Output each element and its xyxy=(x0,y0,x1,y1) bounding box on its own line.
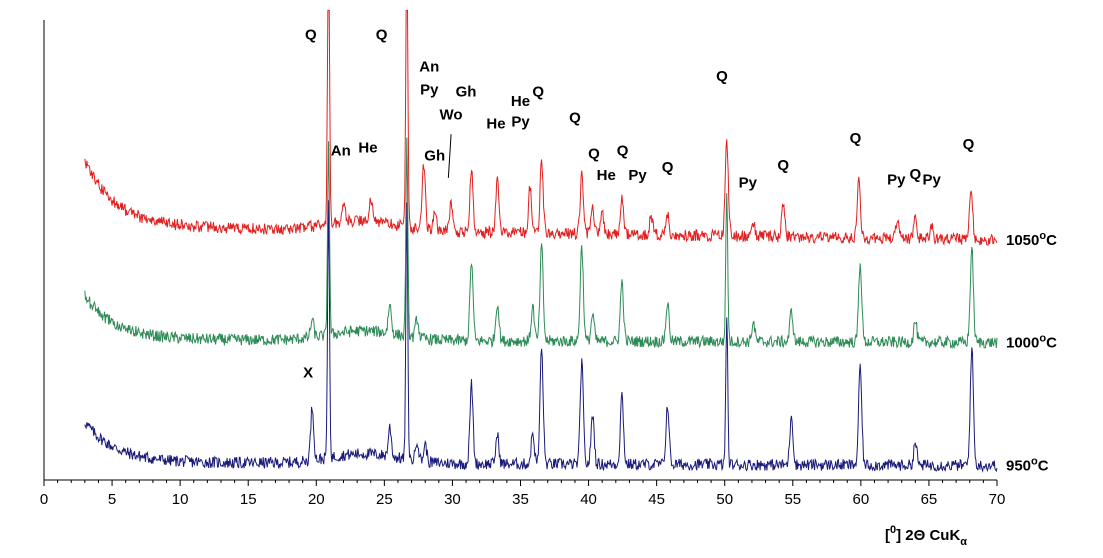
peak-label-q: Q xyxy=(716,68,728,85)
peak-label-q: Q xyxy=(569,110,581,127)
x-tick-label: 65 xyxy=(921,491,938,508)
x-axis-label: [0] 2Θ CuKα xyxy=(885,524,967,548)
peak-label-q: Q xyxy=(532,84,544,101)
x-tick-label: 60 xyxy=(853,491,870,508)
series-line-1000 xyxy=(84,137,998,350)
peak-label-q: Q xyxy=(963,136,975,153)
peak-label-py: Py xyxy=(887,172,906,189)
peak-label-an: An xyxy=(331,143,351,160)
x-tick-label: 10 xyxy=(172,491,189,508)
peak-label-gh: Gh xyxy=(456,84,477,101)
tick-layer: 0 5 10 15 20 25 30 35 40 45 50 55 60 65 70 xyxy=(40,480,1006,508)
series-label-layer: 950oC 1000oC 1050oC xyxy=(1006,230,1057,475)
peak-label-he: He xyxy=(486,115,505,132)
series-label-1000: 1000oC xyxy=(1006,332,1057,351)
series-line-1050 xyxy=(84,9,998,246)
peak-label-an: An xyxy=(419,58,439,75)
x-tick-label: 15 xyxy=(240,491,257,508)
peak-label-q: Q xyxy=(617,143,629,160)
peak-label-x: X xyxy=(303,364,313,381)
peak-label-he: He xyxy=(597,167,616,184)
peak-label-q: Q xyxy=(305,26,317,43)
x-tick-label: 30 xyxy=(444,491,461,508)
peak-label-he: He xyxy=(358,140,377,157)
x-tick-label: 50 xyxy=(716,491,733,508)
peak-label-gh: Gh xyxy=(424,147,445,164)
x-tick-label: 35 xyxy=(512,491,529,508)
peak-label-py: Py xyxy=(739,175,758,192)
series-label-950: 950oC xyxy=(1006,455,1049,474)
peak-label-q: Q xyxy=(662,159,674,176)
x-tick-label: 0 xyxy=(40,491,48,508)
x-tick-label: 45 xyxy=(648,491,665,508)
peak-label-q: Q xyxy=(588,145,600,162)
peak-label-py: Py xyxy=(420,82,439,99)
peak-label-py: Py xyxy=(922,172,941,189)
peak-label-q: Q xyxy=(850,130,862,147)
peak-label-wo: Wo xyxy=(440,107,463,124)
series-line-950 xyxy=(84,200,998,473)
x-tick-label: 25 xyxy=(376,491,393,508)
peak-label-q: Q xyxy=(909,166,921,183)
peak-label-q: Q xyxy=(777,157,789,174)
axis-layer xyxy=(43,20,997,481)
series-label-1050: 1050oC xyxy=(1006,230,1057,249)
peak-label-q: Q xyxy=(376,26,388,43)
series-layer xyxy=(84,9,998,473)
wo-leader-line xyxy=(447,134,452,178)
x-tick-label: 5 xyxy=(108,491,116,508)
peak-label-he: He xyxy=(511,93,530,110)
peak-label-py: Py xyxy=(511,114,530,131)
x-tick-label: 20 xyxy=(308,491,325,508)
peak-label-py: Py xyxy=(628,167,647,184)
x-tick-label: 40 xyxy=(580,491,597,508)
x-tick-label: 70 xyxy=(989,491,1006,508)
x-tick-label: 55 xyxy=(784,491,801,508)
